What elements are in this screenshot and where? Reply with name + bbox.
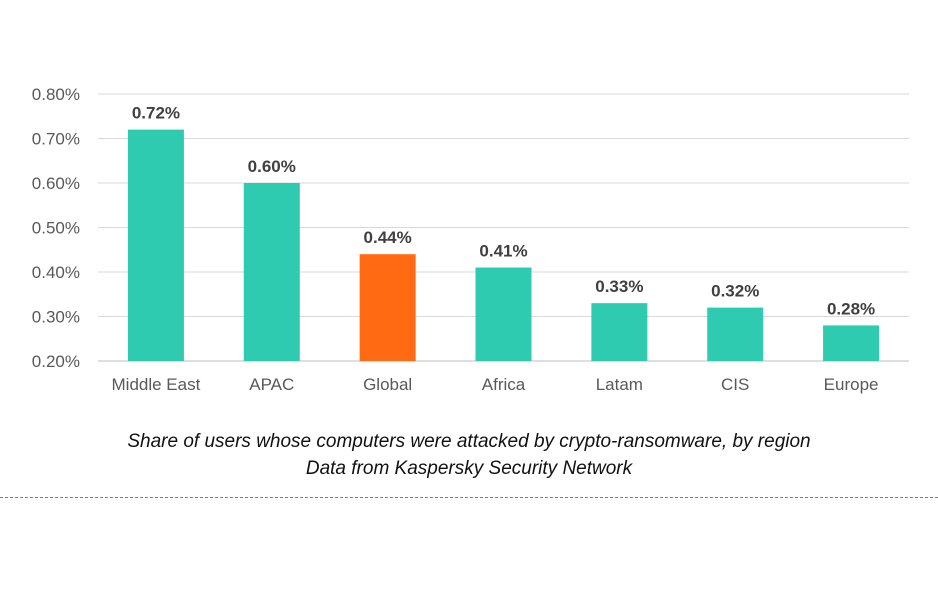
data-label: 0.44% bbox=[364, 228, 412, 247]
x-tick-label: Europe bbox=[824, 375, 879, 394]
y-tick-label: 0.50% bbox=[32, 219, 80, 238]
x-tick-label: Global bbox=[363, 375, 412, 394]
data-label: 0.28% bbox=[827, 299, 875, 318]
dashed-separator bbox=[0, 497, 938, 498]
x-tick-label: Latam bbox=[596, 375, 643, 394]
data-label: 0.41% bbox=[479, 242, 527, 261]
bar-latam bbox=[591, 303, 648, 361]
data-label: 0.33% bbox=[595, 277, 643, 296]
chart-caption-line-2: Data from Kaspersky Security Network bbox=[305, 458, 633, 479]
data-label: 0.32% bbox=[711, 282, 759, 301]
bar-chart: 0.20% 0.30% 0.40% 0.50% 0.60% 0.70% 0.80% 0.72%… bbox=[32, 85, 909, 394]
data-label: 0.72% bbox=[132, 104, 180, 123]
bar-middle-east bbox=[127, 129, 184, 361]
y-tick-label: 0.30% bbox=[32, 308, 80, 327]
bar-europe bbox=[823, 325, 880, 361]
x-tick-label: CIS bbox=[721, 375, 749, 394]
y-tick-label: 0.80% bbox=[32, 85, 80, 104]
x-tick-label: Middle East bbox=[112, 375, 201, 394]
labels: 0.20% 0.30% 0.40% 0.50% 0.60% 0.70% 0.80% 0.72%… bbox=[32, 85, 879, 394]
x-tick-label: Africa bbox=[482, 375, 526, 394]
bar-apac bbox=[243, 183, 300, 361]
data-label: 0.60% bbox=[248, 157, 296, 176]
bar-africa bbox=[475, 267, 532, 361]
y-tick-label: 0.70% bbox=[32, 130, 80, 149]
x-tick-label: APAC bbox=[249, 375, 294, 394]
y-tick-label: 0.60% bbox=[32, 174, 80, 193]
bars bbox=[127, 129, 880, 361]
y-tick-label: 0.20% bbox=[32, 352, 80, 371]
bar-cis bbox=[707, 307, 764, 361]
bar-global bbox=[359, 254, 416, 361]
y-tick-label: 0.40% bbox=[32, 263, 80, 282]
chart-caption-line-1: Share of users whose computers were atta… bbox=[127, 431, 811, 452]
